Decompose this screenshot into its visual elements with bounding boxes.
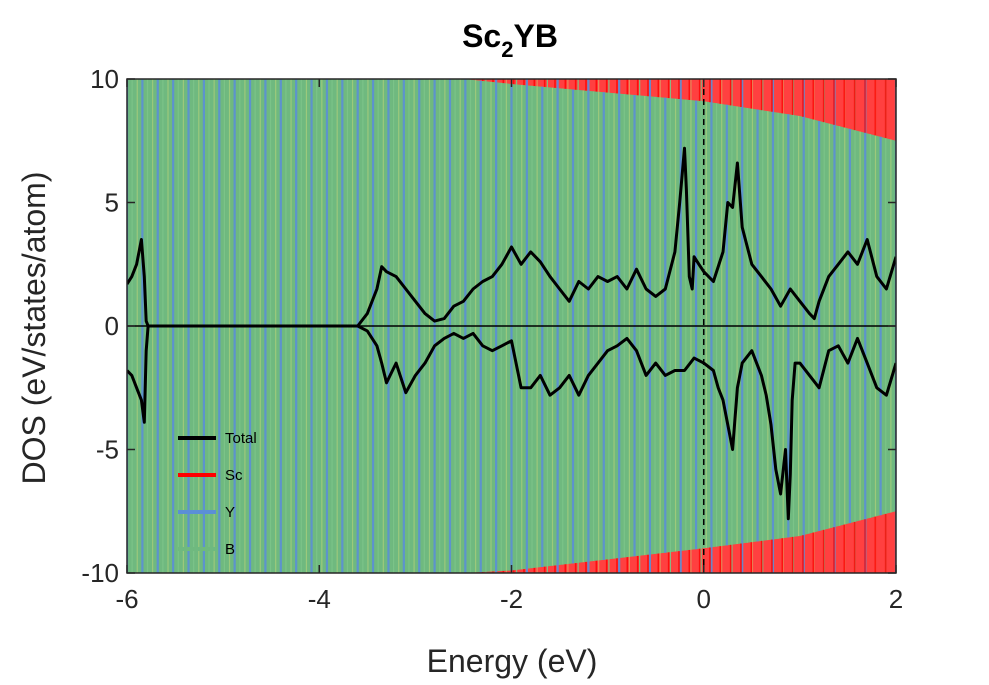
x-axis: -6 -4 -2 0 2	[115, 79, 903, 614]
x-tick-label: -2	[500, 584, 523, 614]
legend-label-sc: Sc	[225, 467, 243, 484]
y-tick-label: -5	[96, 435, 119, 465]
x-axis-label: Energy (eV)	[427, 643, 598, 679]
chart-title-text: Sc2YB	[462, 18, 558, 62]
legend-label-b: B	[225, 541, 235, 558]
y-tick-label: 0	[105, 311, 119, 341]
legend: Total Sc Y B	[178, 430, 257, 558]
x-tick-label: 0	[697, 584, 711, 614]
y-tick-label: -10	[81, 558, 119, 588]
total-dos-spin-down-line	[127, 324, 896, 521]
total-dos-spin-up-line	[127, 146, 896, 328]
title-subscript: 2	[501, 37, 513, 62]
x-tick-label: -4	[308, 584, 331, 614]
legend-label-y: Y	[225, 504, 235, 521]
plot-area	[126, 78, 897, 574]
x-tick-label: 2	[889, 584, 903, 614]
y-axis-label: DOS (eV/states/atom)	[16, 172, 52, 485]
legend-label-total: Total	[225, 430, 257, 447]
y-tick-label: 10	[90, 64, 119, 94]
title-rest: YB	[513, 18, 557, 54]
y-tick-label: 5	[105, 188, 119, 218]
y-axis: -10 -5 0 5 10	[81, 64, 896, 588]
x-tick-label: -6	[115, 584, 138, 614]
title-main: Sc	[462, 18, 501, 54]
chart-title: Sc2YB	[462, 18, 558, 62]
